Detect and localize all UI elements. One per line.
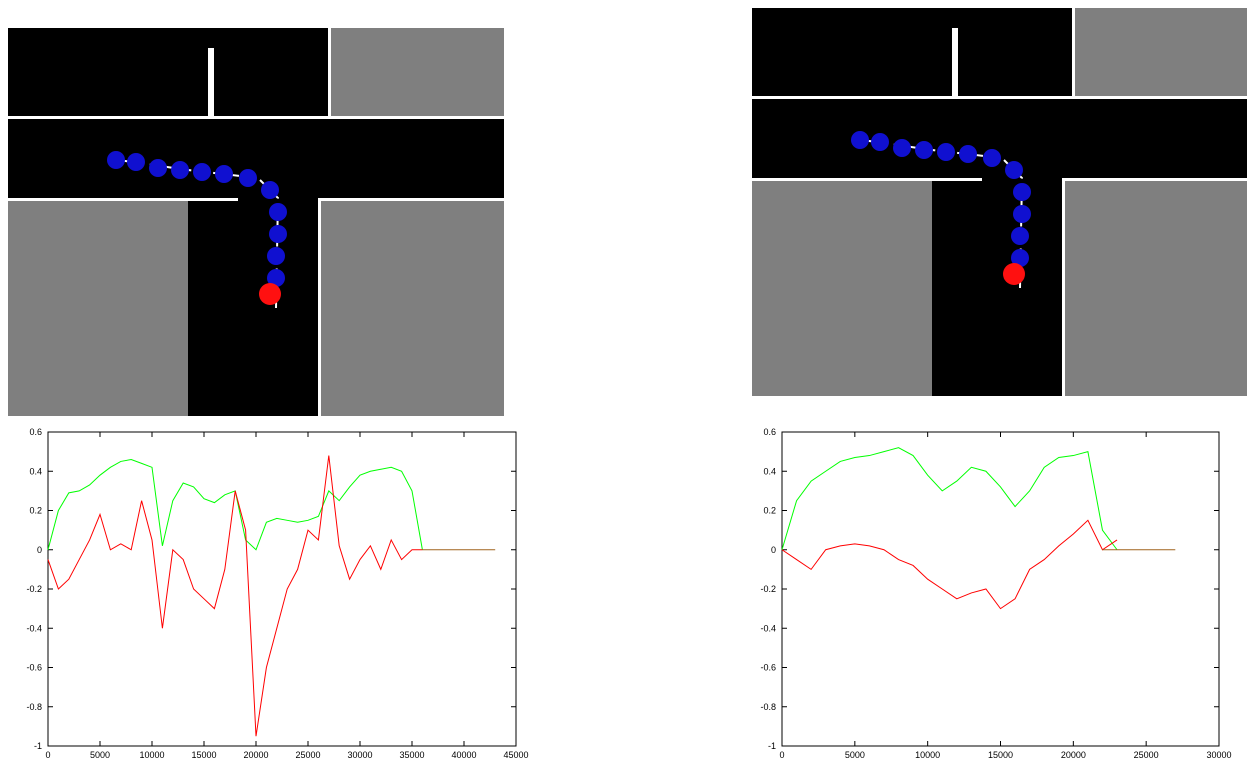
figure: -1 -0.8 -0.6 -0.4 -0.2 0 0.2 0.4 0.6 0 5000 10000 15… xyxy=(0,0,1247,762)
x-tick-label: 35000 xyxy=(399,750,424,760)
plot-frame xyxy=(48,432,516,746)
x-tick-label: 0 xyxy=(45,750,50,760)
x-tick-label: 45000 xyxy=(503,750,528,760)
plot-frame xyxy=(782,432,1219,746)
x-tick-label: 5000 xyxy=(845,750,865,760)
y-tick-label: -0.6 xyxy=(760,663,776,673)
y-tick-label: 0.4 xyxy=(763,466,776,476)
x-tick-label: 20000 xyxy=(243,750,268,760)
y-tick-label: 0.2 xyxy=(29,506,42,516)
y-tick-label: -0.4 xyxy=(760,623,776,633)
x-tick-label: 10000 xyxy=(139,750,164,760)
y-tick-label: 0 xyxy=(771,545,776,555)
x-tick-label: 15000 xyxy=(191,750,216,760)
y-tick-label: 0 xyxy=(37,545,42,555)
x-tick-label: 30000 xyxy=(1206,750,1231,760)
series-line xyxy=(48,459,422,549)
x-tick-label: 25000 xyxy=(1134,750,1159,760)
y-tick-label: -0.4 xyxy=(26,623,42,633)
x-tick-label: 0 xyxy=(779,750,784,760)
y-tick-label: -1 xyxy=(34,741,42,751)
y-tick-label: -0.8 xyxy=(26,702,42,712)
map-image xyxy=(8,28,504,416)
series-line xyxy=(782,448,1117,550)
x-tick-label: 40000 xyxy=(451,750,476,760)
map-image xyxy=(752,8,1247,396)
y-tick-label: -0.8 xyxy=(760,702,776,712)
x-tick-label: 20000 xyxy=(1061,750,1086,760)
y-tick-label: 0.6 xyxy=(29,427,42,437)
series-line xyxy=(48,456,422,737)
y-tick-label: -0.6 xyxy=(26,663,42,673)
y-tick-label: 0.2 xyxy=(763,506,776,516)
x-tick-label: 30000 xyxy=(347,750,372,760)
y-tick-label: -0.2 xyxy=(760,584,776,594)
x-tick-label: 10000 xyxy=(915,750,940,760)
y-tick-label: 0.6 xyxy=(763,427,776,437)
x-tick-label: 25000 xyxy=(295,750,320,760)
y-tick-label: -0.2 xyxy=(26,584,42,594)
x-tick-label: 15000 xyxy=(988,750,1013,760)
x-tick-label: 5000 xyxy=(90,750,110,760)
series-line xyxy=(782,520,1117,608)
y-tick-label: 0.4 xyxy=(29,466,42,476)
y-tick-label: -1 xyxy=(768,741,776,751)
